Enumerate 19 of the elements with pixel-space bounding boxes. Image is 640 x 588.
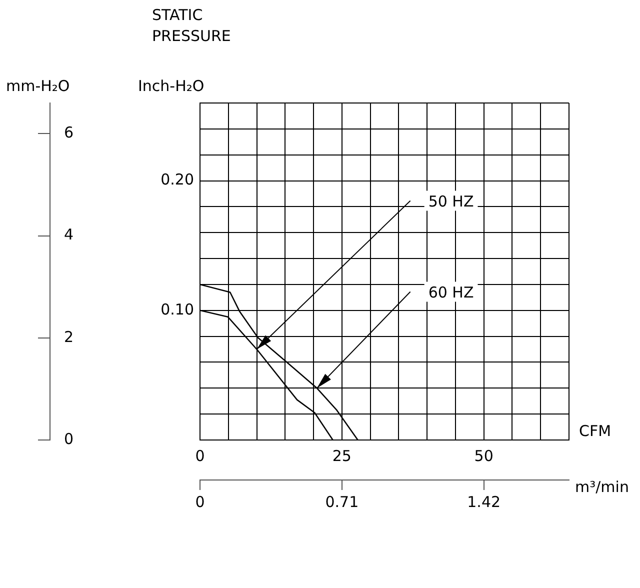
y3-tick-label: 4 <box>64 226 74 244</box>
y3-tick-label: 6 <box>64 124 74 142</box>
x-axis-title: CFM <box>579 422 612 440</box>
chart-title: STATIC PRESSURE <box>152 6 231 45</box>
x-tick-label: 50 <box>474 446 494 465</box>
y-axis-title: Inch-H₂O <box>138 77 204 95</box>
y3-tick-label: 2 <box>64 328 74 346</box>
x-tick-label: 25 <box>332 446 352 465</box>
x2-tick-label: 1.42 <box>467 492 501 511</box>
x2-tick-label: 0 <box>195 492 205 511</box>
y3-tick-label: 0 <box>64 430 74 448</box>
y-tick-label: 0.20 <box>160 170 194 189</box>
x-tick-label: 0 <box>195 446 205 465</box>
text: 50 HZ <box>428 192 474 211</box>
text: 60 HZ <box>428 284 474 302</box>
x2-axis-title: m³/min <box>575 478 629 496</box>
y3-axis-title: mm-H₂O <box>6 77 70 95</box>
y-tick-label: 0.10 <box>160 300 194 318</box>
x2-tick-label: 0.71 <box>325 492 359 511</box>
